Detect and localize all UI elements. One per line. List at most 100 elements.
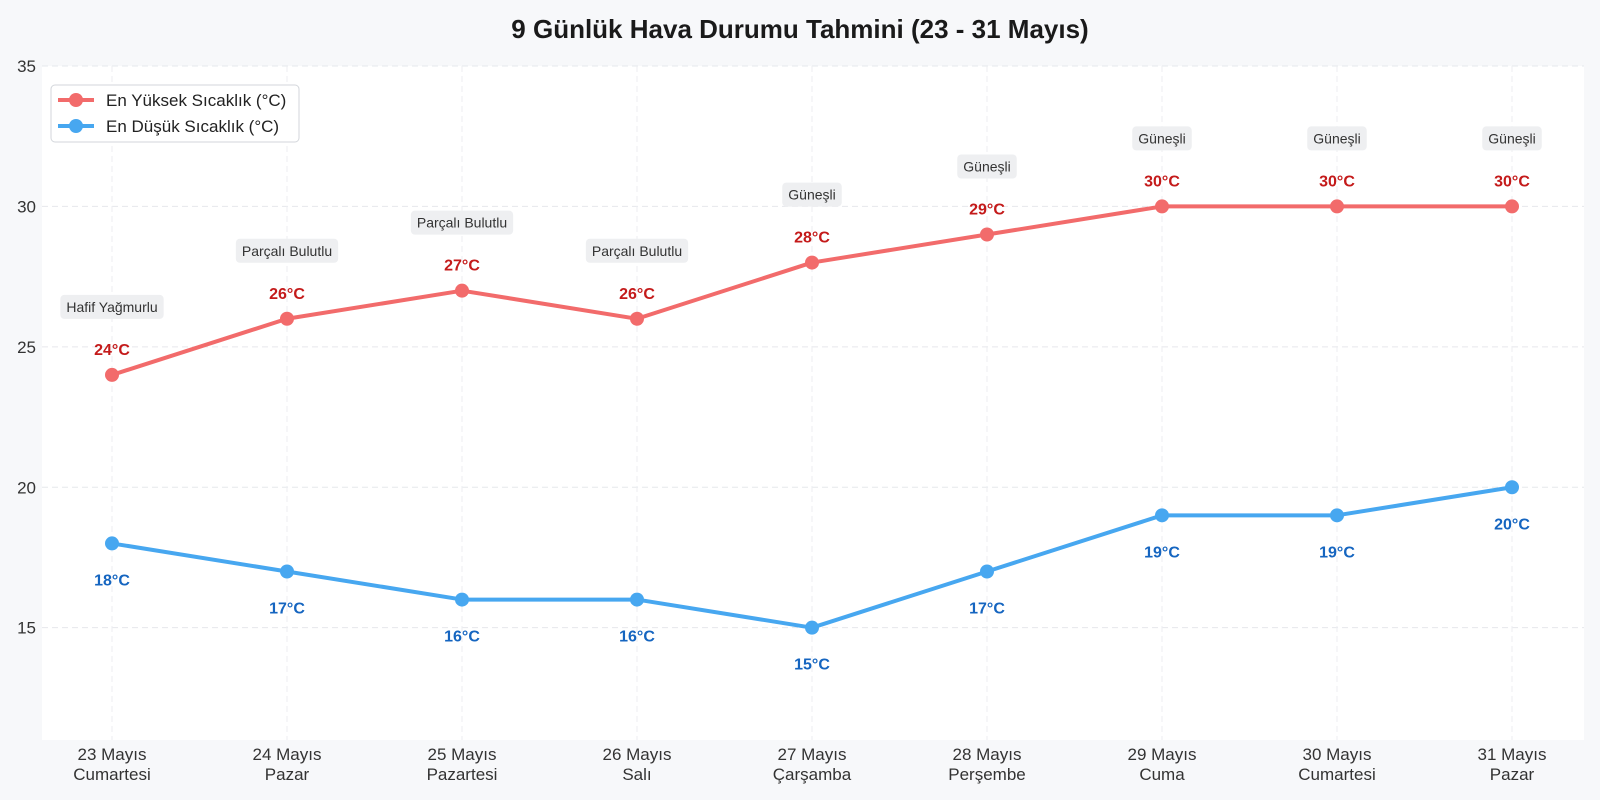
y-axis-ticks: 15 20 25 30 35 <box>17 57 36 638</box>
x-tick-date: 29 Mayıs <box>1128 745 1197 764</box>
plot-area <box>42 66 1584 740</box>
x-tick-date: 24 Mayıs <box>253 745 322 764</box>
condition-box <box>60 294 164 319</box>
condition-box <box>1307 126 1367 151</box>
condition-badge: Güneşli <box>1132 126 1192 151</box>
data-label: 16°C <box>619 629 655 646</box>
data-label: 29°C <box>969 202 1005 219</box>
data-point <box>1155 508 1169 523</box>
x-tick-day: Cumartesi <box>73 765 150 784</box>
data-point <box>980 564 994 579</box>
data-point <box>455 592 469 607</box>
condition-box <box>585 238 689 263</box>
x-tick-day: Pazar <box>265 765 310 784</box>
condition-label: Hafif Yağmurlu <box>66 299 157 315</box>
y-tick-label: 20 <box>17 478 36 497</box>
condition-label: Parçalı Bulutlu <box>417 215 507 231</box>
data-label: 28°C <box>794 230 830 247</box>
condition-badge: Parçalı Bulutlu <box>235 238 339 263</box>
y-tick-label: 15 <box>17 619 36 638</box>
data-label: 30°C <box>1494 173 1530 190</box>
x-tick-day: Pazar <box>1490 765 1535 784</box>
y-tick-label: 30 <box>17 197 36 216</box>
condition-label: Güneşli <box>963 159 1010 175</box>
data-label: 17°C <box>969 601 1005 618</box>
condition-label: Güneşli <box>1313 130 1360 146</box>
legend-box <box>50 84 300 143</box>
condition-box <box>957 154 1017 179</box>
y-tick-label: 25 <box>17 338 36 357</box>
legend-item-1: En Düşük Sıcaklık (°C) <box>58 117 279 136</box>
data-point <box>980 227 994 242</box>
x-tick-date: 25 Mayıs <box>428 745 497 764</box>
legend-marker <box>69 119 83 133</box>
data-label: 17°C <box>269 601 305 618</box>
data-label: 26°C <box>269 286 305 303</box>
y-tick-label: 35 <box>17 57 36 76</box>
data-label: 27°C <box>444 258 480 275</box>
legend: En Yüksek Sıcaklık (°C) En Düşük Sıcaklık… <box>50 84 300 143</box>
condition-label: Güneşli <box>788 187 835 203</box>
condition-label: Güneşli <box>1488 130 1535 146</box>
data-point <box>280 564 294 579</box>
condition-badge: Güneşli <box>782 182 842 207</box>
x-tick-day: Cuma <box>1139 765 1185 784</box>
condition-badge: Güneşli <box>1482 126 1542 151</box>
data-label: 20°C <box>1494 516 1530 533</box>
data-point <box>105 536 119 551</box>
x-tick-day: Pazartesi <box>427 765 498 784</box>
x-tick-date: 31 Mayıs <box>1478 745 1547 764</box>
data-point <box>105 367 119 382</box>
condition-badge: Parçalı Bulutlu <box>585 238 689 263</box>
data-point <box>1505 199 1519 214</box>
x-tick-date: 30 Mayıs <box>1303 745 1372 764</box>
condition-badge: Hafif Yağmurlu <box>60 294 164 319</box>
series-0: 24°C 26°C 27°C 26°C 28°C 29°C 30°C 30°C 30°C <box>94 173 1530 382</box>
data-point <box>1330 199 1344 214</box>
legend-marker <box>69 93 83 107</box>
x-tick-date: 23 Mayıs <box>78 745 147 764</box>
x-tick-day: Salı <box>622 765 651 784</box>
x-tick-day: Çarşamba <box>773 765 852 784</box>
condition-label: Parçalı Bulutlu <box>592 243 682 259</box>
data-label: 30°C <box>1144 173 1180 190</box>
data-label: 24°C <box>94 342 130 359</box>
series-layer: 24°C 26°C 27°C 26°C 28°C 29°C 30°C 30°C 30°C 18°C… <box>94 173 1530 673</box>
condition-badge: Güneşli <box>1307 126 1367 151</box>
data-label: 15°C <box>794 657 830 674</box>
x-tick-date: 26 Mayıs <box>603 745 672 764</box>
x-tick-date: 28 Mayıs <box>953 745 1022 764</box>
data-point <box>805 255 819 270</box>
data-label: 30°C <box>1319 173 1355 190</box>
data-point <box>630 592 644 607</box>
condition-box <box>410 210 514 235</box>
condition-box <box>235 238 339 263</box>
condition-box <box>782 182 842 207</box>
data-point <box>1505 480 1519 495</box>
x-tick-date: 27 Mayıs <box>778 745 847 764</box>
data-label: 19°C <box>1144 544 1180 561</box>
condition-label: Güneşli <box>1138 130 1185 146</box>
legend-label: En Düşük Sıcaklık (°C) <box>106 117 279 136</box>
condition-box <box>1132 126 1192 151</box>
condition-badge: Parçalı Bulutlu <box>410 210 514 235</box>
condition-box <box>1482 126 1542 151</box>
data-point <box>280 311 294 326</box>
data-point <box>805 620 819 635</box>
chart-title: 9 Günlük Hava Durumu Tahmini (23 - 31 Ma… <box>511 14 1088 44</box>
data-label: 19°C <box>1319 544 1355 561</box>
data-label: 16°C <box>444 629 480 646</box>
data-label: 18°C <box>94 572 130 589</box>
legend-item-0: En Yüksek Sıcaklık (°C) <box>58 91 286 110</box>
data-point <box>630 311 644 326</box>
condition-label: Parçalı Bulutlu <box>242 243 332 259</box>
data-point <box>1330 508 1344 523</box>
condition-labels: Hafif Yağmurlu Parçalı Bulutlu Parçalı Bul… <box>60 126 1542 319</box>
condition-badge: Güneşli <box>957 154 1017 179</box>
legend-label: En Yüksek Sıcaklık (°C) <box>106 91 286 110</box>
x-tick-day: Perşembe <box>948 765 1025 784</box>
series-1: 18°C 17°C 16°C 16°C 15°C 17°C 19°C 19°C 20°C <box>94 480 1530 674</box>
data-point <box>455 283 469 298</box>
